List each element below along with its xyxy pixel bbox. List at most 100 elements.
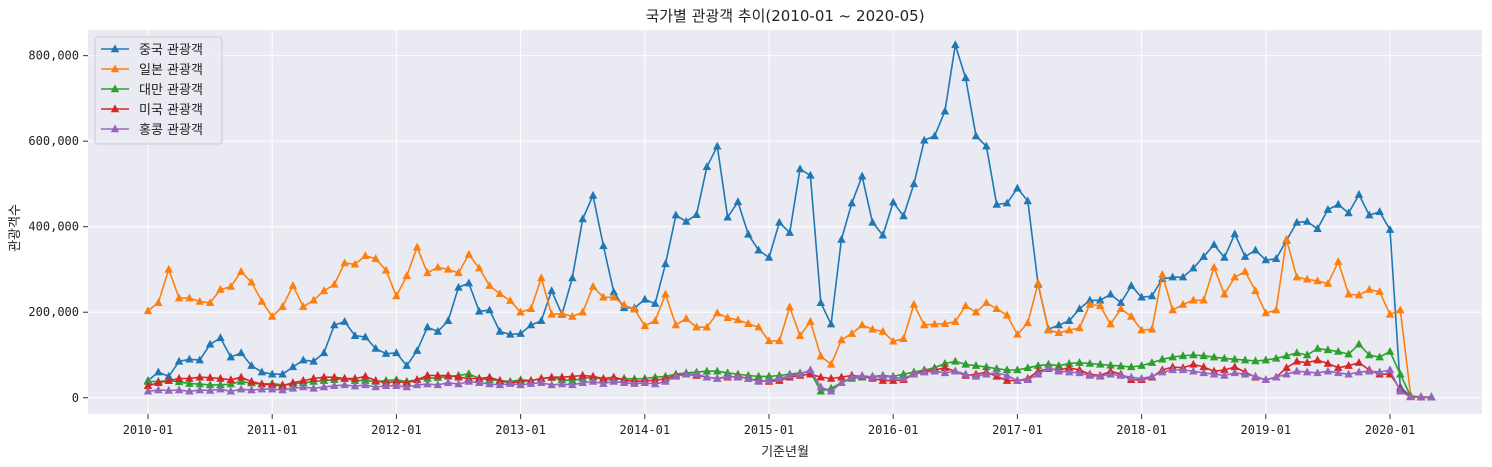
data-point-marker (143, 306, 153, 315)
data-point-marker (868, 217, 877, 226)
data-point-marker (816, 382, 825, 391)
data-point-marker (578, 370, 587, 379)
data-point-marker (1054, 328, 1064, 336)
data-point-marker (764, 336, 774, 345)
data-point-marker (899, 373, 908, 382)
data-point-marker (920, 320, 929, 329)
data-point-marker (785, 370, 794, 379)
data-point-marker (1365, 350, 1374, 359)
data-point-marker (599, 379, 608, 387)
data-point-marker (1334, 363, 1343, 372)
data-point-marker (1054, 361, 1064, 369)
data-point-marker (588, 371, 598, 380)
data-point-marker (795, 369, 805, 378)
data-point-marker (164, 371, 173, 380)
data-point-marker (278, 381, 287, 389)
data-point-marker (1127, 362, 1136, 371)
data-point-marker (278, 385, 287, 394)
data-point-marker (661, 289, 670, 298)
data-point-marker (412, 242, 422, 251)
data-point-marker (1313, 343, 1322, 352)
data-point-marker (361, 371, 370, 380)
data-point-marker (1385, 346, 1395, 355)
data-point-marker (1002, 370, 1012, 379)
data-point-marker (1323, 204, 1333, 213)
data-point-marker (443, 370, 453, 379)
data-point-marker (205, 385, 215, 394)
data-point-marker (578, 378, 587, 387)
data-point-marker (537, 316, 546, 324)
data-point-marker (1240, 267, 1250, 275)
data-point-marker (309, 356, 318, 365)
legend-label: 일본 관광객 (139, 63, 203, 78)
data-point-marker (1220, 353, 1229, 362)
data-point-marker (971, 371, 981, 380)
data-point-marker (443, 264, 453, 273)
data-point-marker (278, 302, 287, 310)
data-point-marker (1054, 320, 1064, 329)
data-point-marker (299, 382, 308, 391)
data-point-marker (1230, 368, 1239, 377)
data-point-marker (1189, 263, 1198, 272)
data-point-marker (309, 383, 318, 392)
data-point-marker (1271, 305, 1281, 314)
data-point-marker (609, 292, 618, 301)
data-point-marker (806, 170, 815, 179)
data-point-marker (692, 210, 701, 218)
data-point-marker (1064, 367, 1074, 376)
data-point-marker (1282, 363, 1291, 372)
data-point-marker (1344, 369, 1353, 378)
x-tick-label: 2012-01 (371, 423, 422, 437)
data-point-marker (330, 320, 339, 329)
data-point-marker (1168, 365, 1177, 374)
data-point-marker (1292, 366, 1302, 375)
data-point-marker (1385, 225, 1395, 233)
data-point-marker (1095, 301, 1105, 310)
data-point-marker (909, 299, 919, 308)
data-point-marker (433, 262, 443, 271)
data-point-marker (423, 370, 432, 379)
data-point-marker (319, 286, 329, 295)
data-point-marker (216, 373, 225, 382)
data-point-marker (174, 356, 184, 365)
data-point-marker (1334, 257, 1343, 265)
data-point-marker (1033, 278, 1043, 287)
data-point-marker (1147, 324, 1157, 333)
data-point-marker (1292, 217, 1302, 226)
data-point-marker (702, 366, 712, 375)
data-point-marker (464, 278, 474, 287)
data-point-marker (992, 364, 1001, 372)
data-point-marker (1354, 358, 1364, 366)
x-tick-label: 2017-01 (992, 423, 1043, 437)
data-point-marker (537, 273, 546, 282)
data-point-marker (609, 372, 618, 381)
data-point-marker (443, 316, 453, 324)
x-tick-label: 2011-01 (247, 423, 298, 437)
data-point-marker (402, 382, 411, 391)
data-point-marker (940, 358, 950, 367)
data-point-marker (847, 372, 857, 381)
x-tick-label: 2020-01 (1365, 423, 1416, 437)
data-point-marker (723, 212, 732, 221)
data-point-marker (236, 384, 246, 393)
data-point-marker (868, 372, 877, 381)
data-point-marker (257, 367, 267, 376)
data-point-marker (1106, 289, 1115, 298)
data-point-marker (1344, 361, 1353, 369)
data-point-marker (568, 311, 577, 320)
data-point-marker (795, 164, 805, 173)
data-point-marker (868, 324, 877, 333)
data-point-marker (785, 302, 794, 311)
data-point-marker (1375, 207, 1384, 215)
data-point-marker (1271, 353, 1281, 362)
data-point-marker (1033, 361, 1043, 369)
data-point-marker (299, 355, 308, 364)
data-point-marker (174, 385, 184, 394)
data-point-marker (1313, 276, 1322, 285)
data-point-marker (1189, 350, 1198, 359)
data-point-marker (1168, 352, 1177, 361)
data-point-marker (1251, 371, 1260, 380)
data-point-marker (1427, 392, 1436, 401)
data-point-marker (433, 380, 443, 389)
